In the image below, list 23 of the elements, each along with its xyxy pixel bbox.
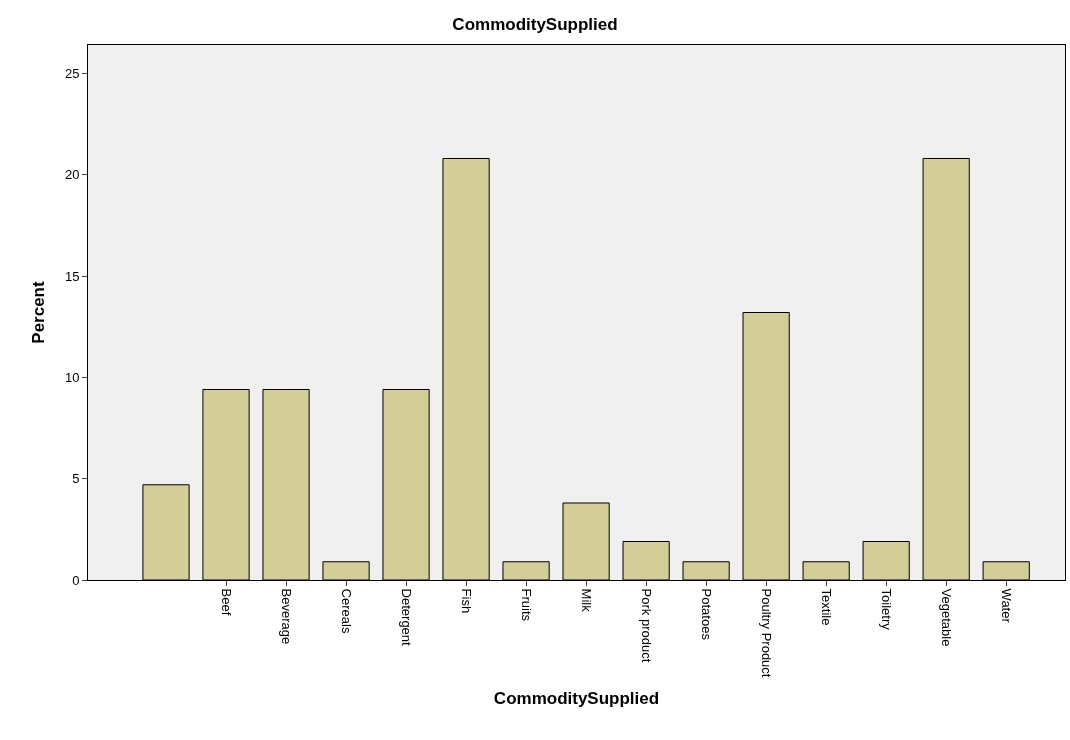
x-tick-label: Detergent: [398, 588, 414, 647]
x-tick-label: Toiletry: [878, 588, 894, 631]
y-tick-label: 5: [72, 471, 80, 487]
x-tick-label: Vegetable: [938, 588, 954, 647]
y-tick-label: 15: [64, 268, 80, 284]
y-tick-label: 20: [64, 167, 80, 183]
x-tick-label: Water: [998, 588, 1014, 624]
x-tick-label: Cereals: [338, 588, 354, 634]
x-tick-label: Milk: [578, 588, 594, 613]
x-tick-label: Pork product: [638, 588, 654, 663]
x-tick-label: Potatoes: [698, 588, 714, 641]
x-tick-label: Beverage: [278, 588, 294, 645]
chart-title: CommoditySupplied: [452, 15, 618, 35]
y-axis-title: Percent: [29, 280, 49, 344]
y-tick-label: 25: [64, 65, 80, 81]
x-tick-label: Fish: [458, 588, 474, 614]
y-tick-label: 10: [64, 369, 80, 385]
x-tick-label: Poultry Product: [758, 588, 774, 678]
x-tick-label: Beef: [218, 588, 234, 616]
x-tick-label: Textile: [818, 588, 834, 626]
y-tick-label: 0: [72, 572, 80, 588]
x-tick-label: Fruits: [518, 588, 534, 622]
x-axis-title: CommoditySupplied: [493, 689, 660, 709]
